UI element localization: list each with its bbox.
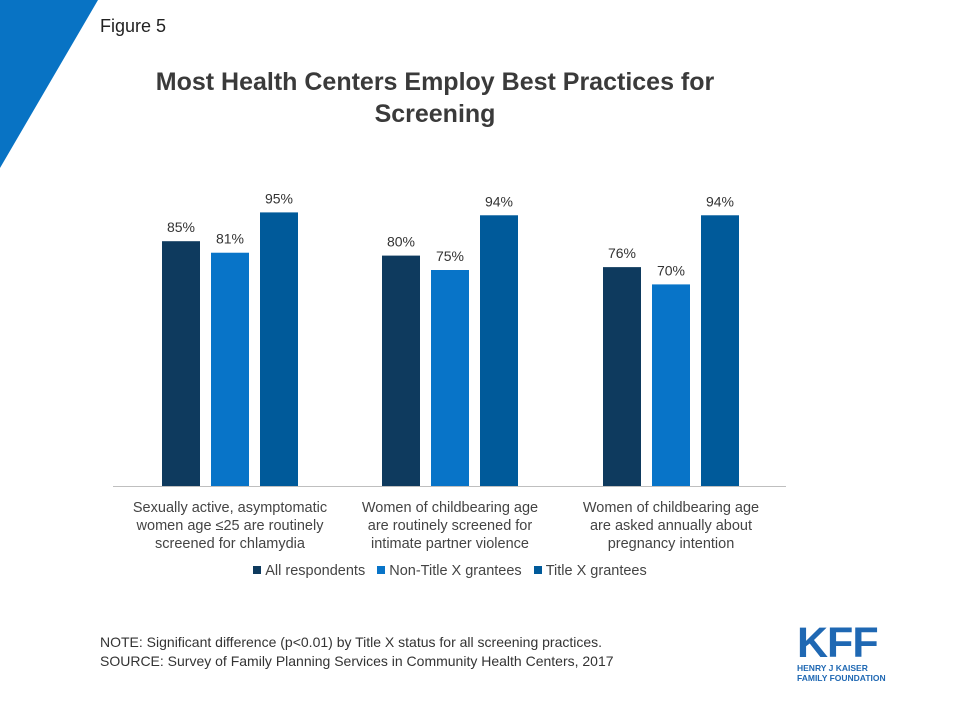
- legend-swatch-all-respondents: [253, 566, 262, 575]
- bar-title-x-1: [260, 212, 298, 486]
- figure-label: Figure 5: [100, 16, 167, 36]
- data-label: 95%: [265, 190, 293, 206]
- data-label: 70%: [657, 262, 685, 278]
- bar-title-x-2: [480, 215, 518, 486]
- chart-title-line-2: Screening: [374, 100, 496, 128]
- legend-swatch-non-title-x: [377, 566, 386, 575]
- category-label: women age ≤25 are routinely: [136, 518, 325, 534]
- bar-non-title-x-2: [431, 270, 469, 486]
- legend-item-all-respondents: All respondents: [253, 563, 365, 579]
- category-label: are asked annually about: [590, 518, 752, 534]
- legend-label: Title X grantees: [545, 563, 647, 579]
- data-label: 80%: [387, 234, 415, 250]
- data-label: 75%: [436, 248, 464, 264]
- category-label: Sexually active, asymptomatic: [133, 500, 327, 516]
- logo-line-1: HENRY J KAISER: [797, 663, 868, 673]
- bar-non-title-x-3: [652, 284, 690, 486]
- category-label: screened for chlamydia: [155, 536, 306, 552]
- bar-all-respondents-1: [162, 241, 200, 486]
- category-label: Women of childbearing age: [362, 500, 538, 516]
- kff-logo: KFF HENRY J KAISER FAMILY FOUNDATION: [797, 619, 887, 684]
- bar-non-title-x-1: [211, 252, 249, 486]
- footnote: NOTE: Significant difference (p<0.01) by…: [100, 633, 614, 671]
- legend-label: Non-Title X grantees: [389, 563, 522, 579]
- category-label: pregnancy intention: [608, 536, 735, 552]
- data-label: 94%: [706, 193, 734, 209]
- data-label: 76%: [608, 245, 636, 261]
- data-label: 94%: [485, 193, 513, 209]
- note-text: NOTE: Significant difference (p<0.01) by…: [100, 634, 603, 650]
- category-label: intimate partner violence: [371, 536, 529, 552]
- source-text: SOURCE: Survey of Family Planning Servic…: [100, 653, 614, 669]
- legend-label: All respondents: [265, 563, 366, 579]
- legend: All respondents Non-Title X grantees Tit…: [0, 563, 900, 579]
- legend-item-title-x: Title X grantees: [533, 563, 647, 579]
- logo-mark: KFF: [797, 619, 879, 667]
- bar-all-respondents-3: [603, 267, 641, 486]
- corner-triangle: [0, 0, 98, 168]
- logo-line-2: FAMILY FOUNDATION: [797, 673, 886, 683]
- bar-all-respondents-2: [382, 255, 420, 486]
- category-label: Women of childbearing age: [583, 500, 759, 516]
- bar-title-x-3: [701, 215, 739, 486]
- chart-title: Most Health Centers Employ Best Practice…: [100, 66, 770, 130]
- legend-swatch-title-x: [533, 566, 542, 575]
- data-label: 85%: [167, 219, 195, 235]
- category-label: are routinely screened for: [368, 518, 533, 534]
- legend-item-non-title-x: Non-Title X grantees: [377, 563, 522, 579]
- corner-decoration: [0, 0, 98, 168]
- data-label: 81%: [216, 231, 244, 247]
- chart-title-line-1: Most Health Centers Employ Best Practice…: [155, 68, 715, 96]
